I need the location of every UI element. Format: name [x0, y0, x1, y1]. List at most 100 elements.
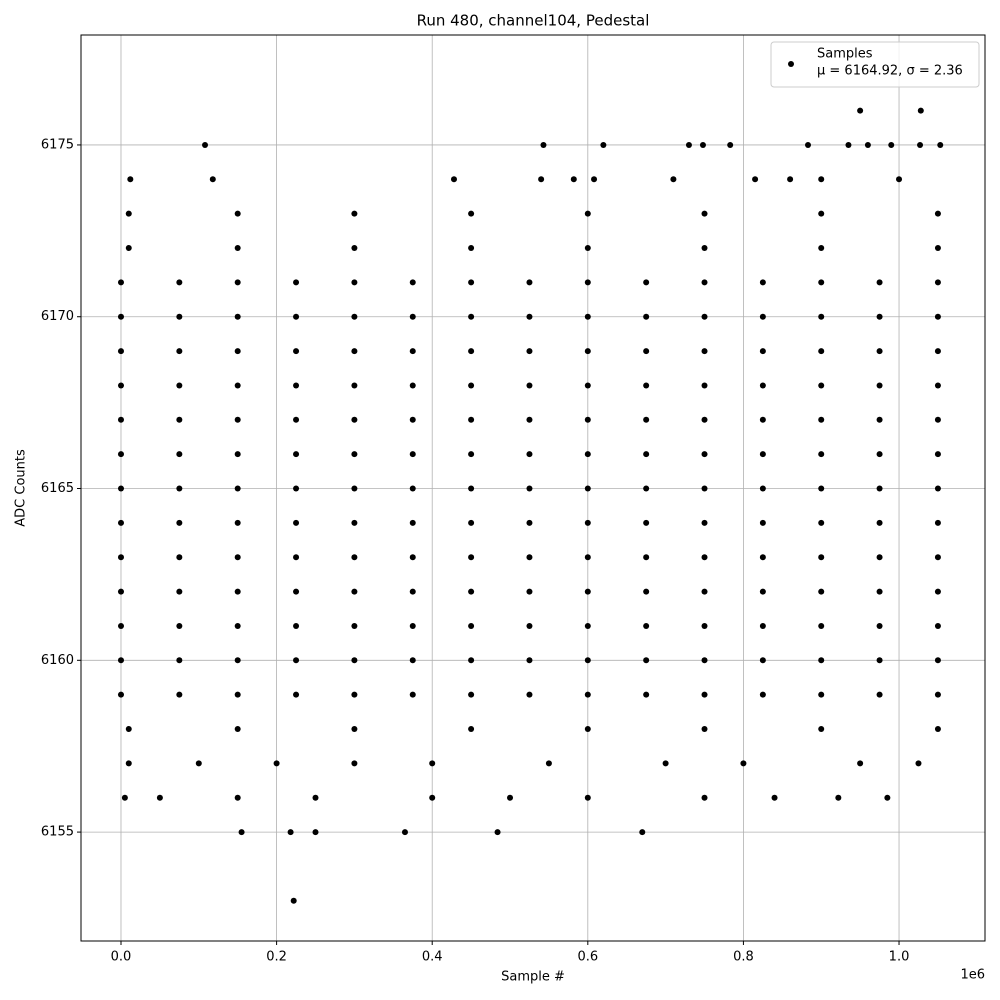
point [526, 348, 533, 355]
chart-title: Run 480, channel104, Pedestal [417, 12, 650, 30]
y-tick-label: 6165 [41, 481, 74, 496]
point [468, 485, 475, 492]
point [934, 657, 941, 664]
point [934, 313, 941, 320]
point [351, 519, 358, 526]
point [409, 382, 416, 389]
point [125, 245, 132, 252]
point [934, 245, 941, 252]
point [685, 141, 692, 148]
point [468, 382, 475, 389]
point [701, 519, 708, 526]
point [643, 348, 650, 355]
point [643, 313, 650, 320]
point [409, 588, 416, 595]
point [876, 691, 883, 698]
point [117, 691, 124, 698]
y-tick-label: 6170 [41, 309, 74, 324]
point [156, 794, 163, 801]
point [351, 451, 358, 458]
point [787, 176, 794, 183]
point [351, 382, 358, 389]
point [876, 657, 883, 664]
point [176, 348, 183, 355]
point [409, 519, 416, 526]
point [293, 485, 300, 492]
x-tick-label: 0.6 [577, 950, 598, 965]
point [876, 622, 883, 629]
point [876, 348, 883, 355]
point [468, 313, 475, 320]
point [526, 416, 533, 423]
point [699, 141, 706, 148]
point [351, 485, 358, 492]
point [234, 348, 241, 355]
point [176, 554, 183, 561]
legend-marker [788, 61, 794, 67]
point [876, 554, 883, 561]
point [584, 416, 591, 423]
point [759, 622, 766, 629]
point [351, 245, 358, 252]
point [727, 141, 734, 148]
point [818, 554, 825, 561]
point [701, 691, 708, 698]
point [584, 554, 591, 561]
point [643, 519, 650, 526]
point [771, 794, 778, 801]
point [117, 279, 124, 286]
x-axis-label: Sample # [501, 970, 565, 985]
point [917, 141, 924, 148]
point [818, 313, 825, 320]
point [409, 657, 416, 664]
point [818, 588, 825, 595]
point [351, 416, 358, 423]
point [662, 760, 669, 767]
point [526, 313, 533, 320]
point [293, 451, 300, 458]
point [290, 897, 297, 904]
point [409, 554, 416, 561]
point [934, 726, 941, 733]
point [845, 141, 852, 148]
point [701, 485, 708, 492]
point [176, 416, 183, 423]
point [351, 726, 358, 733]
point [293, 348, 300, 355]
x-tick-label: 0.2 [266, 950, 287, 965]
point [915, 760, 922, 767]
point [409, 416, 416, 423]
point [818, 382, 825, 389]
point [468, 657, 475, 664]
point [759, 691, 766, 698]
point [234, 485, 241, 492]
legend-label: Samples [817, 47, 873, 62]
point [584, 588, 591, 595]
point [293, 382, 300, 389]
point [176, 588, 183, 595]
point [937, 141, 944, 148]
point [584, 622, 591, 629]
point [293, 657, 300, 664]
point [818, 210, 825, 217]
point [234, 519, 241, 526]
point [934, 210, 941, 217]
plot-frame [80, 34, 986, 942]
point [584, 210, 591, 217]
point [701, 554, 708, 561]
point [857, 760, 864, 767]
point [643, 691, 650, 698]
point [526, 554, 533, 561]
point [584, 313, 591, 320]
point [117, 416, 124, 423]
point [293, 416, 300, 423]
point [876, 485, 883, 492]
point [701, 313, 708, 320]
point [293, 691, 300, 698]
point [701, 726, 708, 733]
point [818, 657, 825, 664]
point [818, 245, 825, 252]
point [468, 451, 475, 458]
point [639, 829, 646, 836]
